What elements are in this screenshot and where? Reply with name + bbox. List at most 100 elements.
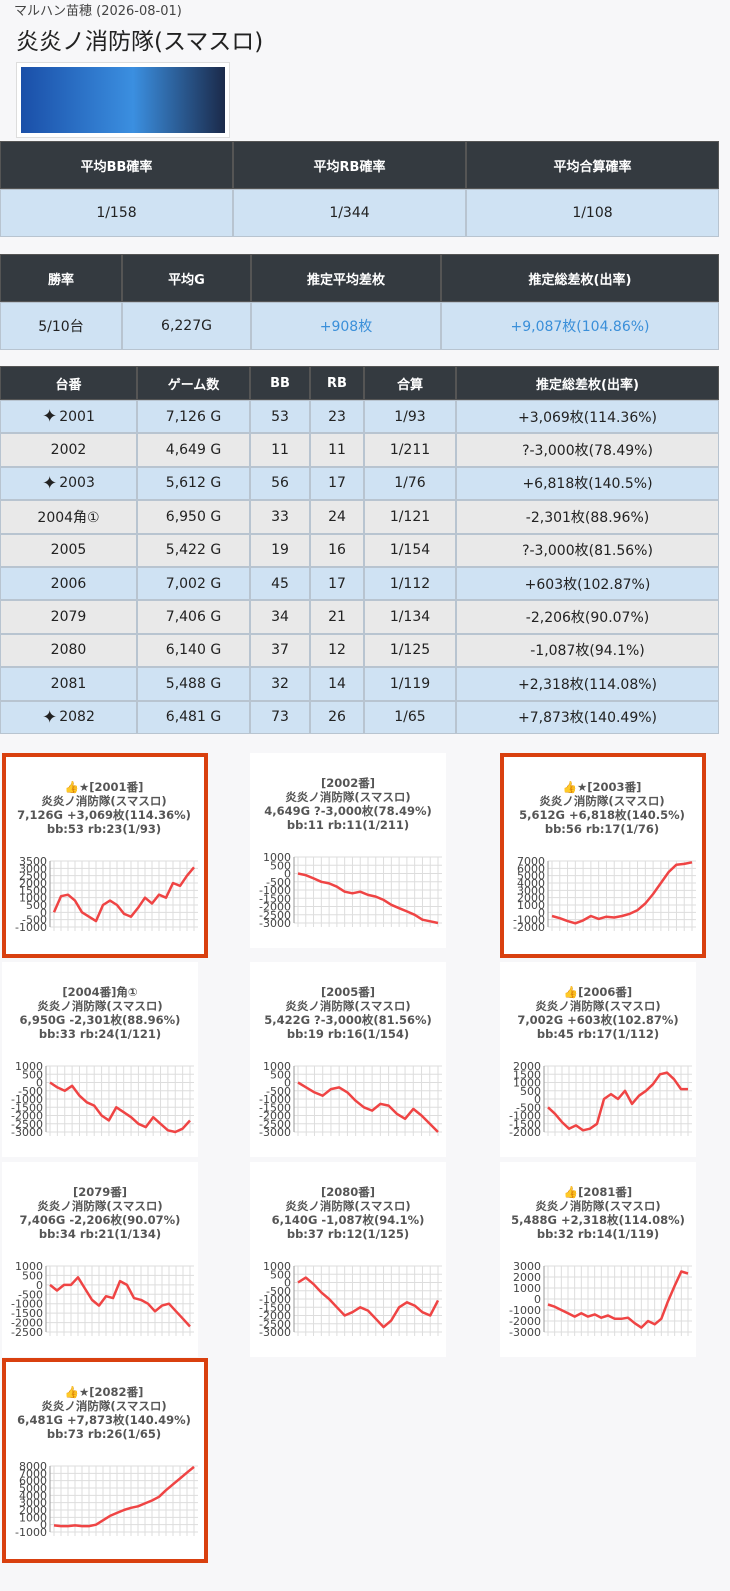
y-tick-label: 500 <box>26 899 47 912</box>
y-tick-label: 5000 <box>19 1482 47 1495</box>
chart-title: [2080番] <box>321 1185 375 1199</box>
table-cell: 73 <box>250 700 310 734</box>
table-cell: +908枚 <box>251 302 441 350</box>
chart-subtitle: bb:37 rb:12(1/125) <box>287 1227 409 1241</box>
table-cell: ✦ 2082 <box>0 700 137 734</box>
y-tick-label: -2500 <box>259 1118 291 1131</box>
y-tick-label: -3000 <box>509 1326 541 1339</box>
store-name: マルハン苗穂 (2026-08-01) <box>14 4 182 19</box>
table-header: 勝率 <box>0 254 122 302</box>
y-tick-label: 4000 <box>517 877 545 890</box>
cell-text: 11 <box>328 442 346 459</box>
y-tick-label: 0 <box>36 1077 43 1090</box>
table-cell: 4,649 G <box>137 433 250 467</box>
table-cell: -2,206枚(90.07%) <box>456 600 719 634</box>
chart-card: [2004番]角① 炎炎ノ消防隊(スマスロ) 6,950G -2,301枚(88.9… <box>2 962 198 1157</box>
table-cell: ✦ 2003 <box>0 466 137 501</box>
y-tick-label: -500 <box>516 1101 541 1114</box>
cell-text: 23 <box>328 408 346 425</box>
y-tick-label: 2000 <box>517 892 545 905</box>
y-tick-label: -2500 <box>11 1326 43 1339</box>
page-title: 炎炎ノ消防隊(スマスロ) <box>16 29 264 55</box>
y-tick-label: 500 <box>22 1269 43 1282</box>
y-tick-label: 500 <box>22 1068 43 1081</box>
chart-card: 👍★[2003番] 炎炎ノ消防隊(スマスロ) 5,612G +6,818枚(140.… <box>500 753 706 958</box>
y-tick-label: -1000 <box>11 1298 43 1311</box>
chart-title: [2005番] <box>321 985 375 999</box>
y-tick-label: -3000 <box>259 917 291 930</box>
chart: 👍[2006番]炎炎ノ消防隊(スマスロ)7,002G +603枚(102.87%… <box>509 985 692 1139</box>
y-tick-label: -500 <box>18 1085 43 1098</box>
table-cell: -2,301枚(88.96%) <box>456 500 719 534</box>
chart-title: 👍★[2082番] <box>65 1385 144 1399</box>
cell-text: ?-3,000枚(78.49%) <box>522 443 653 460</box>
chart: [2080番]炎炎ノ消防隊(スマスロ)6,140G -1,087枚(94.1%)… <box>259 1185 442 1339</box>
table-cell: 34 <box>250 600 310 634</box>
y-tick-label: 1000 <box>263 1060 291 1073</box>
chart: 👍★[2003番]炎炎ノ消防隊(スマスロ)5,612G +6,818枚(140.… <box>513 780 696 934</box>
banner-frame <box>16 62 230 138</box>
y-tick-label: 1000 <box>19 1511 47 1524</box>
y-tick-label: 2000 <box>513 1060 541 1073</box>
table-cell: 6,481 G <box>137 700 250 734</box>
y-tick-label: 4000 <box>19 1489 47 1502</box>
cell-text: 12 <box>328 642 346 659</box>
data-line <box>547 1071 688 1132</box>
table-cell: 1/211 <box>364 433 456 467</box>
y-tick-label: 6000 <box>19 1475 47 1488</box>
table-header: 平均RB確率 <box>233 141 466 189</box>
chart-subtitle: 6,950G -2,301枚(88.96%) <box>20 1013 181 1027</box>
table-cell: 1/158 <box>0 189 233 237</box>
data-line <box>297 1081 439 1133</box>
chart-subtitle: 炎炎ノ消防隊(スマスロ) <box>41 794 166 808</box>
table-cell: 7,002 G <box>137 567 250 601</box>
chart-card: 👍[2006番] 炎炎ノ消防隊(スマスロ) 7,002G +603枚(102.87%… <box>500 962 696 1157</box>
cell-text: 56 <box>271 475 289 492</box>
chart-subtitle: 炎炎ノ消防隊(スマスロ) <box>41 1399 166 1413</box>
table-cell: 12 <box>310 633 364 668</box>
table-cell: 2002 <box>0 433 137 467</box>
y-tick-label: 1000 <box>263 1260 291 1273</box>
y-tick-label: -2500 <box>259 1318 291 1331</box>
data-line <box>551 861 693 925</box>
y-tick-label: 1500 <box>513 1068 541 1081</box>
chart-subtitle: 5,422G ?-3,000枚(81.56%) <box>264 1013 432 1027</box>
table-header: 推定総差枚(出率) <box>456 366 719 400</box>
table-cell: 1/108 <box>466 189 719 237</box>
y-tick-label: -1000 <box>15 921 47 934</box>
chart-card: 👍★[2082番] 炎炎ノ消防隊(スマスロ) 6,481G +7,873枚(140.… <box>2 1358 208 1563</box>
cell-text: 37 <box>271 642 289 659</box>
cell-text: -2,301枚(88.96%) <box>525 509 650 526</box>
y-tick-label: -1000 <box>259 1093 291 1106</box>
chart-subtitle: 7,406G -2,206枚(90.07%) <box>20 1213 181 1227</box>
y-tick-label: 2000 <box>19 1504 47 1517</box>
cell-text: 17 <box>328 575 346 592</box>
chart: [2079番]炎炎ノ消防隊(スマスロ)7,406G -2,206枚(90.07%… <box>11 1185 194 1339</box>
table-cell: 2080 <box>0 633 137 668</box>
y-tick-label: 0 <box>284 1277 291 1290</box>
table-cell: 7,406 G <box>137 600 250 634</box>
y-tick-label: -1000 <box>259 1293 291 1306</box>
data-line <box>53 1465 195 1528</box>
table-cell: +2,318枚(114.08%) <box>456 667 719 701</box>
y-tick-label: 1000 <box>513 1077 541 1090</box>
y-tick-label: -500 <box>266 876 291 889</box>
chart-subtitle: 炎炎ノ消防隊(スマスロ) <box>285 790 410 804</box>
table-cell: 6,140 G <box>137 633 250 668</box>
table-cell: 6,950 G <box>137 500 250 534</box>
table-cell: 19 <box>250 533 310 567</box>
y-tick-label: -500 <box>266 1085 291 1098</box>
table-cell: 1/344 <box>233 189 466 237</box>
y-tick-label: -2000 <box>259 1310 291 1323</box>
table-cell: 53 <box>250 400 310 434</box>
table-cell: +9,087枚(104.86%) <box>441 302 719 350</box>
y-tick-label: -1000 <box>15 1526 47 1539</box>
cell-text: +908枚 <box>319 319 373 335</box>
cell-text: 2004角① <box>37 509 100 526</box>
chart-card: [2079番] 炎炎ノ消防隊(スマスロ) 7,406G -2,206枚(90.07%… <box>2 1162 198 1357</box>
chart-subtitle: 5,612G +6,818枚(140.5%) <box>519 808 685 822</box>
chart-subtitle: 6,481G +7,873枚(140.49%) <box>17 1413 191 1427</box>
cell-text: 33 <box>271 508 289 525</box>
